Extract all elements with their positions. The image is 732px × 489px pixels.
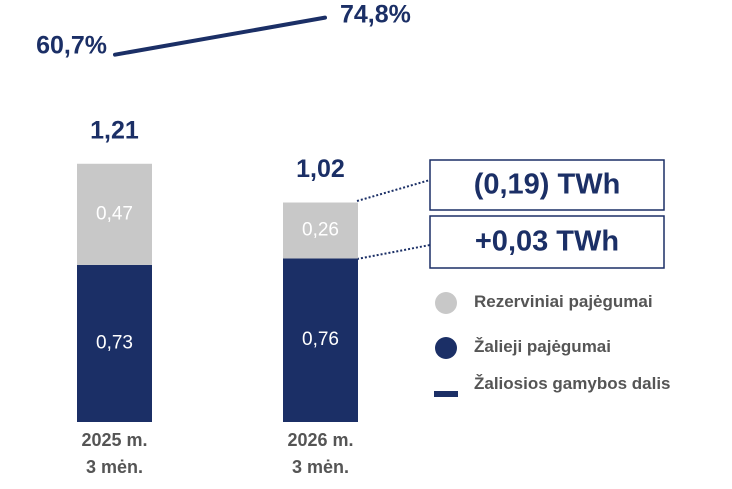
line-label: 74,8% bbox=[340, 0, 411, 28]
bar-segment bbox=[283, 202, 358, 259]
total-label: 1,21 bbox=[90, 116, 139, 144]
value-label: 0,26 bbox=[302, 219, 339, 240]
bar-segment bbox=[283, 258, 358, 422]
bar-segment bbox=[77, 163, 152, 265]
legend-label: Žaliosios gamybos dalis bbox=[474, 374, 671, 393]
value-label: 0,73 bbox=[96, 332, 133, 353]
annotation-box bbox=[429, 159, 665, 211]
legend-marker bbox=[435, 337, 457, 359]
legend-marker bbox=[435, 292, 457, 314]
value-label: 0,76 bbox=[302, 329, 339, 350]
line-label: 60,7% bbox=[36, 31, 107, 59]
legend-label: Žalieji pajėgumai bbox=[474, 337, 611, 356]
legend-item: Žalieji pajėgumai bbox=[474, 337, 611, 356]
legend-item: Rezerviniai pajėgumai bbox=[474, 292, 653, 311]
total-label: 1,02 bbox=[296, 155, 345, 183]
value-label: 0,47 bbox=[96, 203, 133, 224]
line bbox=[113, 15, 327, 57]
legend-label: Rezerviniai pajėgumai bbox=[474, 292, 653, 311]
legend-item: Žaliosios gamybos dalis bbox=[474, 374, 671, 393]
annotation: (0,19) TWh bbox=[474, 169, 621, 201]
x-tick-label: 2025 m. bbox=[81, 430, 147, 450]
x-tick-label: 3 mėn. bbox=[86, 457, 143, 477]
bar-segment bbox=[77, 264, 152, 422]
legend-marker bbox=[434, 391, 458, 397]
connector bbox=[356, 179, 431, 202]
connector bbox=[356, 244, 431, 260]
annotation: +0,03 TWh bbox=[475, 226, 619, 258]
x-tick-label: 3 mėn. bbox=[292, 457, 349, 477]
annotation-box bbox=[429, 215, 665, 269]
x-tick-label: 2026 m. bbox=[287, 430, 353, 450]
